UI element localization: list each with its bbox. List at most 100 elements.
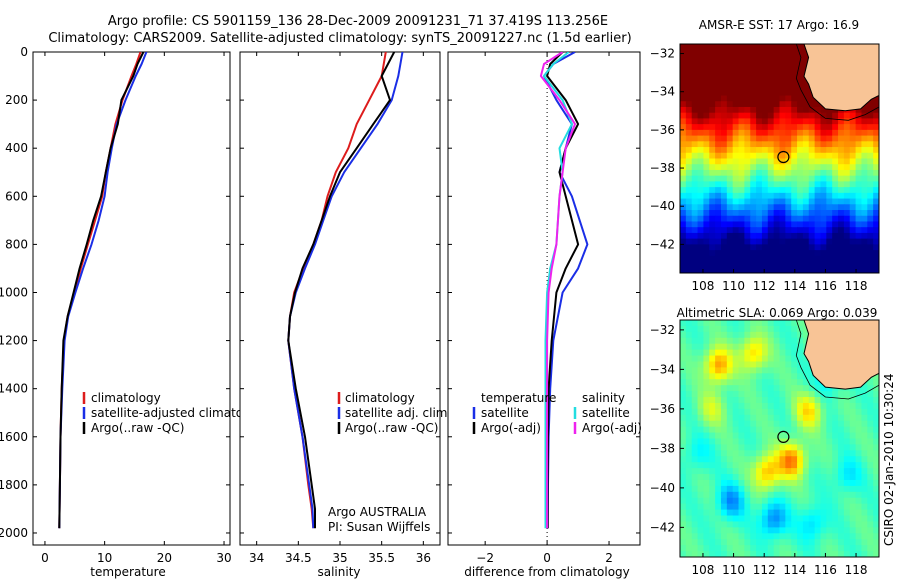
map-cell bbox=[720, 462, 728, 469]
map-cell bbox=[756, 545, 763, 552]
map-cell bbox=[814, 402, 822, 410]
map-cell bbox=[814, 491, 822, 499]
map-cell bbox=[691, 175, 699, 182]
map-cell bbox=[838, 414, 845, 422]
map-cell bbox=[861, 545, 868, 552]
map-cell bbox=[873, 204, 879, 211]
map-cell bbox=[808, 545, 816, 552]
map-cell bbox=[709, 545, 716, 552]
map-cell bbox=[843, 210, 851, 217]
map-cell bbox=[703, 101, 710, 108]
map-cell bbox=[680, 175, 687, 182]
map-cell bbox=[726, 432, 734, 440]
legend-label-sal-argo: Argo(-adj) bbox=[582, 421, 642, 435]
map-cell bbox=[715, 61, 722, 68]
map-cell bbox=[750, 521, 757, 528]
map-cell bbox=[703, 238, 710, 245]
map-cell bbox=[750, 106, 757, 114]
map-cell bbox=[738, 61, 745, 68]
map-cell bbox=[791, 135, 798, 142]
map-cell bbox=[709, 521, 716, 528]
map-cell bbox=[867, 462, 874, 469]
map-cell bbox=[761, 545, 769, 552]
map-cell bbox=[685, 61, 693, 68]
map-cell bbox=[843, 539, 851, 546]
map-cell bbox=[691, 101, 699, 108]
map-cell bbox=[680, 250, 687, 257]
map-cell bbox=[744, 72, 751, 79]
map-cell bbox=[843, 438, 851, 446]
map-cell bbox=[761, 124, 769, 131]
map-cell bbox=[744, 468, 751, 475]
map-cell bbox=[797, 521, 804, 528]
map-cell bbox=[873, 112, 879, 120]
map-cell bbox=[779, 169, 786, 177]
map-cell bbox=[738, 261, 745, 268]
map-cell bbox=[779, 539, 786, 546]
map-cell bbox=[732, 420, 740, 428]
map-cell bbox=[791, 320, 798, 327]
map-cell bbox=[738, 325, 745, 333]
map-cell bbox=[767, 232, 775, 240]
map-cell bbox=[843, 118, 851, 125]
map-cell bbox=[691, 84, 699, 91]
map-cell bbox=[873, 474, 879, 481]
map-cell bbox=[709, 474, 716, 481]
map-cell bbox=[873, 129, 879, 137]
map-cell bbox=[779, 503, 786, 511]
map-cell bbox=[802, 456, 810, 463]
map-cell bbox=[791, 432, 798, 440]
map-cell bbox=[791, 491, 798, 499]
temperature-legend: climatology satellite-adjusted climatolo… bbox=[82, 391, 269, 435]
map-cell bbox=[750, 175, 757, 182]
map-cell bbox=[726, 124, 734, 131]
map-cell bbox=[691, 215, 699, 223]
map-cell bbox=[750, 129, 757, 137]
map-cell bbox=[873, 491, 879, 499]
map-cell bbox=[726, 78, 734, 85]
map-cell bbox=[814, 181, 822, 188]
map-cell bbox=[697, 414, 705, 422]
map-cell bbox=[750, 169, 757, 177]
map-cell bbox=[808, 521, 816, 528]
map-cell bbox=[685, 250, 693, 257]
map-cell bbox=[761, 349, 769, 357]
map-cell bbox=[767, 331, 775, 339]
map-cell bbox=[680, 192, 687, 200]
map-cell bbox=[785, 533, 792, 540]
map-cell bbox=[750, 337, 757, 345]
map-cell bbox=[797, 479, 804, 487]
map-cell bbox=[709, 408, 716, 416]
map-cell bbox=[726, 49, 734, 57]
map-cell bbox=[867, 432, 874, 440]
map-cell bbox=[756, 147, 763, 154]
map-cell bbox=[820, 391, 827, 398]
map-cell bbox=[715, 320, 722, 327]
map-cell bbox=[820, 385, 827, 392]
map-cell bbox=[715, 408, 722, 416]
map-cell bbox=[820, 232, 827, 240]
map-cell bbox=[732, 250, 740, 257]
map-cell bbox=[703, 349, 710, 357]
map-cell bbox=[680, 349, 687, 357]
map-cell bbox=[808, 250, 816, 257]
map-cell bbox=[843, 129, 851, 137]
map-cell bbox=[680, 147, 687, 154]
map-cell bbox=[738, 72, 745, 79]
map-cell bbox=[738, 515, 745, 523]
map-cell bbox=[697, 55, 705, 62]
map-cell bbox=[785, 379, 792, 386]
map-cell bbox=[855, 135, 863, 142]
map-cell bbox=[685, 485, 693, 493]
map-cell bbox=[720, 84, 728, 91]
map-cell bbox=[773, 367, 781, 374]
map-cell bbox=[732, 533, 740, 540]
map-cell bbox=[791, 147, 798, 154]
map-cell bbox=[826, 261, 833, 268]
map-cell bbox=[832, 204, 839, 211]
map-cell bbox=[802, 462, 810, 469]
map-cell bbox=[855, 210, 863, 217]
map-cell bbox=[849, 238, 857, 245]
map-cell bbox=[843, 485, 851, 493]
map-cell bbox=[867, 124, 874, 131]
